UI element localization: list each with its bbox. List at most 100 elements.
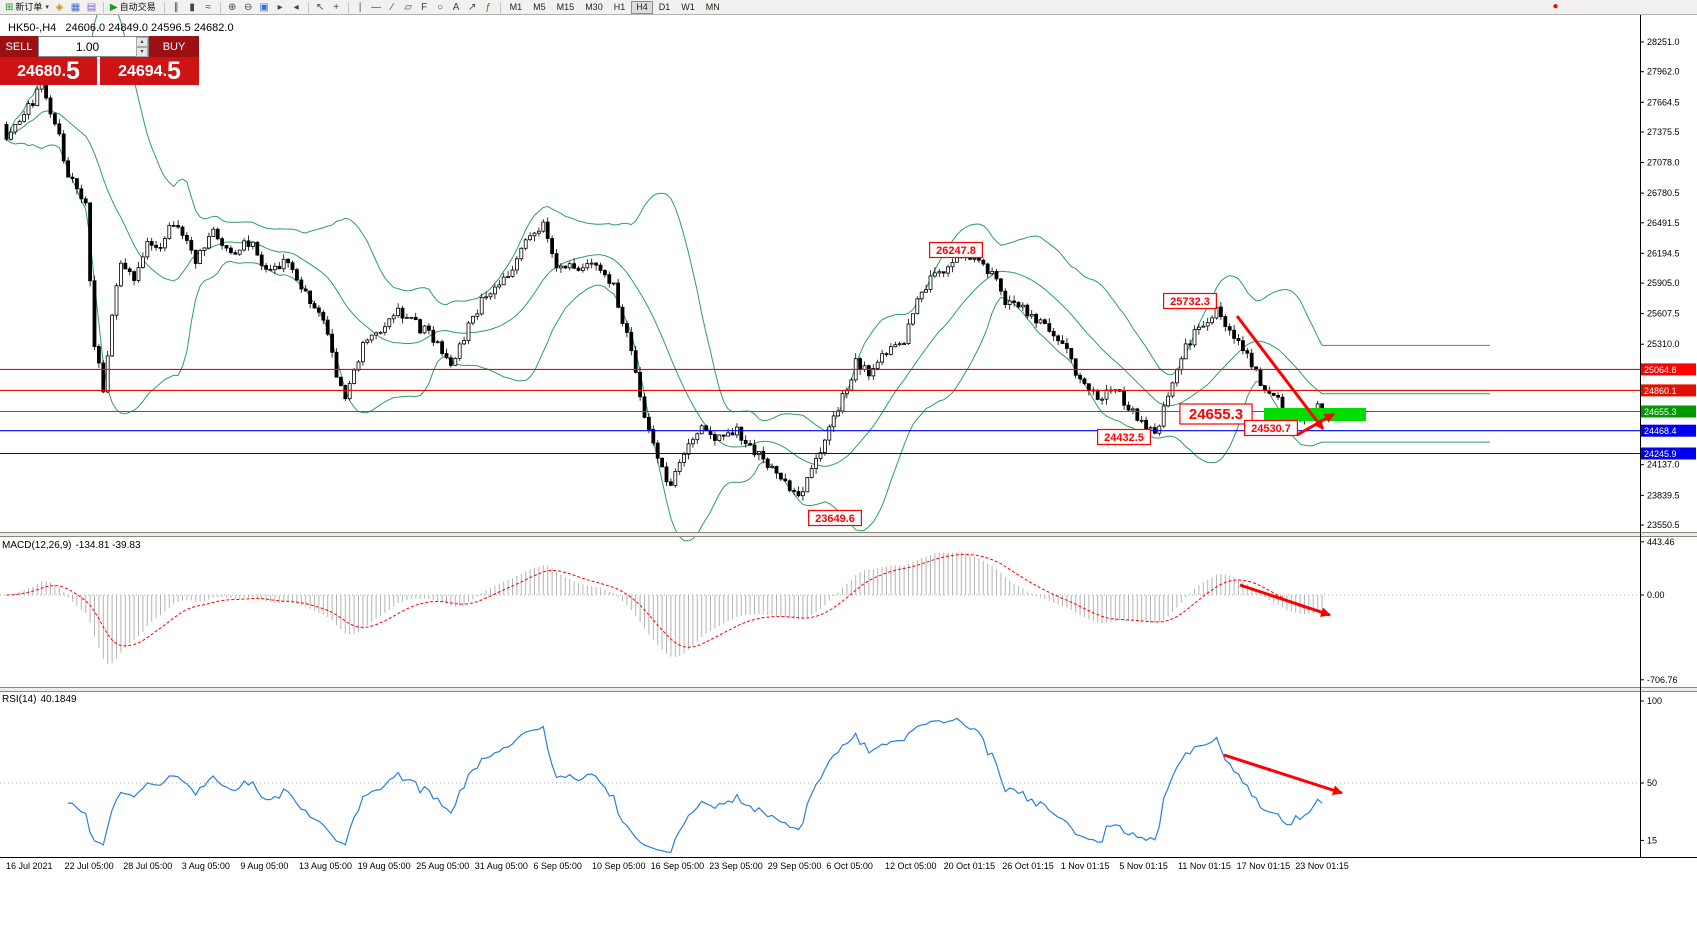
trend-arrow[interactable]: [1223, 753, 1343, 796]
bars-chart-icon: ∥: [173, 1, 179, 13]
fibonacci-button[interactable]: F: [417, 1, 432, 14]
svg-text:22 Jul 05:00: 22 Jul 05:00: [65, 861, 114, 871]
price-annotation[interactable]: 26247.8: [928, 241, 983, 259]
price-axis[interactable]: 28251.0 27962.0 27664.5 27375.5 27078.0 26780…: [1640, 15, 1696, 857]
one-click-price-row: 24680. 5 24694. 5: [0, 57, 199, 85]
price-annotation[interactable]: 24432.5: [1096, 428, 1151, 446]
new-order-button-label: 新订单: [15, 1, 43, 12]
notifications-button[interactable]: ●: [1548, 0, 1563, 13]
rsi-indicator-label: RSI(14) 40.1849: [2, 694, 77, 705]
svg-text:6 Sep 05:00: 6 Sep 05:00: [533, 861, 582, 871]
trendline-icon: ∕: [391, 1, 393, 13]
timeframe-w1-button[interactable]: W1: [681, 2, 695, 12]
svg-text:19 Aug 05:00: 19 Aug 05:00: [358, 861, 411, 871]
trend-arrow[interactable]: [1296, 412, 1335, 437]
timeframe-m15-button[interactable]: M15: [556, 2, 575, 12]
cursor-icon: ↖: [315, 1, 325, 13]
svg-text:25732.3: 25732.3: [1170, 296, 1210, 308]
horizontal-line-button[interactable]: ―: [369, 1, 384, 14]
svg-text:25310.0: 25310.0: [1647, 339, 1680, 349]
tile-windows-button[interactable]: ▣: [257, 1, 272, 14]
cursor-button[interactable]: ↖: [313, 1, 328, 14]
buy-price-button[interactable]: 24694. 5: [100, 57, 199, 85]
charts-grid-icon: ▦: [70, 1, 81, 13]
zoom-out-button[interactable]: ⊖: [241, 1, 256, 14]
auto-trading-button[interactable]: ▶ 自动交易: [108, 1, 160, 14]
price-chart-canvas[interactable]: 28251.0 27962.0 27664.5 27375.5 27078.0 26780…: [0, 15, 1697, 937]
chart-shift-button[interactable]: ◂: [289, 1, 304, 14]
svg-text:23649.6: 23649.6: [815, 513, 855, 525]
sell-button[interactable]: SELL: [0, 36, 38, 57]
buy-button[interactable]: BUY: [149, 36, 199, 57]
macd-panel-splitter[interactable]: [0, 532, 1697, 537]
auto-scroll-icon: ▸: [277, 1, 283, 13]
trend-arrow[interactable]: [1239, 583, 1331, 617]
arrow-tool-button[interactable]: ↗: [465, 1, 480, 14]
price-annotation[interactable]: 24530.7: [1243, 419, 1298, 437]
svg-text:23 Sep 05:00: 23 Sep 05:00: [709, 861, 763, 871]
rsi-panel-splitter[interactable]: [0, 687, 1697, 692]
timeframe-mn-button[interactable]: MN: [705, 2, 720, 12]
toolbar-separator: [163, 1, 165, 13]
rsi-value: 40.1849: [40, 694, 77, 705]
macd-histogram: [10, 552, 1323, 664]
svg-text:25 Aug 05:00: 25 Aug 05:00: [416, 861, 469, 871]
timeframe-d1-button[interactable]: D1: [658, 2, 671, 12]
candles-chart-button[interactable]: ▮: [185, 1, 200, 14]
highlight-zone[interactable]: [1264, 408, 1366, 421]
channel-icon: ▱: [404, 1, 412, 13]
toolbar-separator: [499, 1, 501, 13]
price-annotation[interactable]: 25732.3: [1162, 292, 1217, 310]
timeframe-m5-button[interactable]: M5: [533, 2, 546, 12]
volume-input[interactable]: [39, 37, 148, 56]
svg-text:27375.5: 27375.5: [1647, 127, 1680, 137]
timeframe-h1-button[interactable]: H1: [613, 2, 626, 12]
zoom-in-button[interactable]: ⊕: [225, 1, 240, 14]
trend-arrow[interactable]: [1235, 315, 1325, 430]
macd-name: MACD(12,26,9): [2, 540, 72, 551]
text-tool-button[interactable]: A: [449, 1, 464, 14]
svg-text:27664.5: 27664.5: [1647, 97, 1680, 107]
axis-price-label: 24655.3: [1641, 405, 1696, 418]
svg-text:11 Nov 01:15: 11 Nov 01:15: [1178, 861, 1231, 871]
trendline-button[interactable]: ∕: [385, 1, 400, 14]
volume-increase-button[interactable]: ▴: [136, 37, 148, 47]
shapes-button[interactable]: ○: [433, 1, 448, 14]
crosshair-button[interactable]: +: [329, 1, 344, 14]
timeframe-m1-button[interactable]: M1: [509, 2, 523, 12]
horizontal-line-icon: ―: [371, 1, 382, 13]
indicators-button[interactable]: ƒ: [481, 1, 496, 14]
terminal-panel-button[interactable]: ▤: [84, 1, 99, 14]
timeframe-h4-button[interactable]: H4: [631, 0, 653, 14]
line-chart-button[interactable]: ≈: [201, 1, 216, 14]
svg-text:12 Oct 05:00: 12 Oct 05:00: [885, 861, 937, 871]
tile-windows-icon: ▣: [259, 1, 269, 13]
axis-price-label: 24245.9: [1641, 447, 1696, 460]
new-order-button[interactable]: ⊞ 新订单 ▾: [3, 1, 51, 14]
vertical-line-button[interactable]: ∣: [353, 1, 368, 14]
svg-text:25905.0: 25905.0: [1647, 278, 1680, 288]
svg-text:0.00: 0.00: [1647, 590, 1665, 600]
sell-price-pip: 5: [66, 57, 80, 85]
auto-scroll-button[interactable]: ▸: [273, 1, 288, 14]
charts-grid-button[interactable]: ▦: [68, 1, 83, 14]
svg-text:24530.7: 24530.7: [1251, 423, 1291, 435]
svg-text:10 Sep 05:00: 10 Sep 05:00: [592, 861, 646, 871]
svg-text:25064.8: 25064.8: [1644, 365, 1677, 375]
market-watch-button[interactable]: ◈: [52, 1, 67, 14]
channel-button[interactable]: ▱: [401, 1, 416, 14]
bars-chart-button[interactable]: ∥: [169, 1, 184, 14]
timeframe-m30-button[interactable]: M30: [585, 2, 603, 12]
arrow-icon: ↗: [467, 1, 477, 13]
rsi-panel: [0, 717, 1640, 853]
sell-price-button[interactable]: 24680. 5: [0, 57, 97, 85]
time-axis[interactable]: 16 Jul 2021 22 Jul 05:00 28 Jul 05:00 3 Aug…: [0, 857, 1697, 872]
ohlc-values: 24606.0 24849.0 24596.5 24682.0: [65, 22, 234, 34]
price-annotation[interactable]: 24655.3: [1179, 403, 1253, 425]
price-annotation[interactable]: 23649.6: [807, 509, 862, 527]
volume-decrease-button[interactable]: ▾: [136, 47, 148, 57]
svg-text:25607.5: 25607.5: [1647, 309, 1680, 319]
macd-values: -134.81 -39.83: [75, 540, 141, 551]
svg-text:16 Sep 05:00: 16 Sep 05:00: [651, 861, 705, 871]
